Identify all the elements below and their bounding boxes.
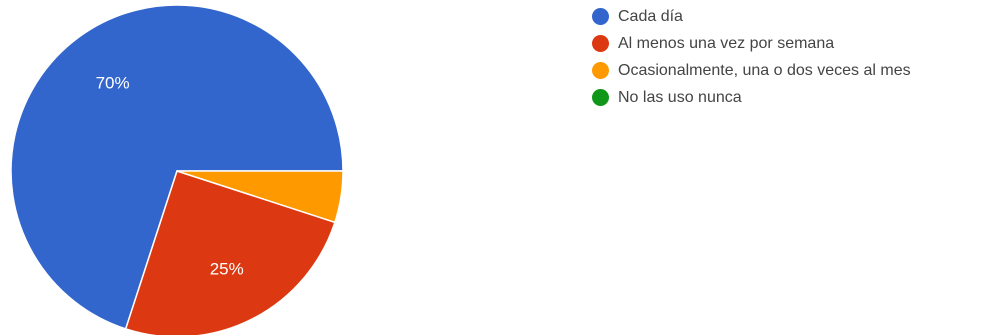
legend-item-cada-dia[interactable]: Cada día: [592, 4, 977, 29]
pie-slice-2[interactable]: [176, 170, 344, 224]
pie-slice-label-0: 70%: [96, 73, 130, 92]
legend-label-ocasionalmente: Ocasionalmente, una o dos veces al mes: [618, 62, 911, 79]
legend-item-semana[interactable]: Al menos una vez por semana: [592, 31, 977, 56]
legend-swatch-ocasionalmente: [592, 62, 609, 79]
legend-swatch-cada-dia: [592, 8, 609, 25]
legend-swatch-semana: [592, 35, 609, 52]
legend-item-nunca[interactable]: No las uso nunca: [592, 85, 977, 110]
legend-item-ocasionalmente[interactable]: Ocasionalmente, una o dos veces al mes: [592, 58, 977, 83]
pie-slice-1[interactable]: [124, 170, 336, 335]
legend-label-nunca: No las uso nunca: [618, 89, 742, 106]
legend-label-cada-dia: Cada día: [618, 8, 683, 25]
pie-slice-0[interactable]: [10, 4, 344, 330]
legend: Cada día Al menos una vez por semana Oca…: [592, 4, 977, 112]
legend-swatch-nunca: [592, 89, 609, 106]
pie-slice-label-1: 25%: [210, 260, 244, 279]
legend-label-semana: Al menos una vez por semana: [618, 35, 835, 52]
